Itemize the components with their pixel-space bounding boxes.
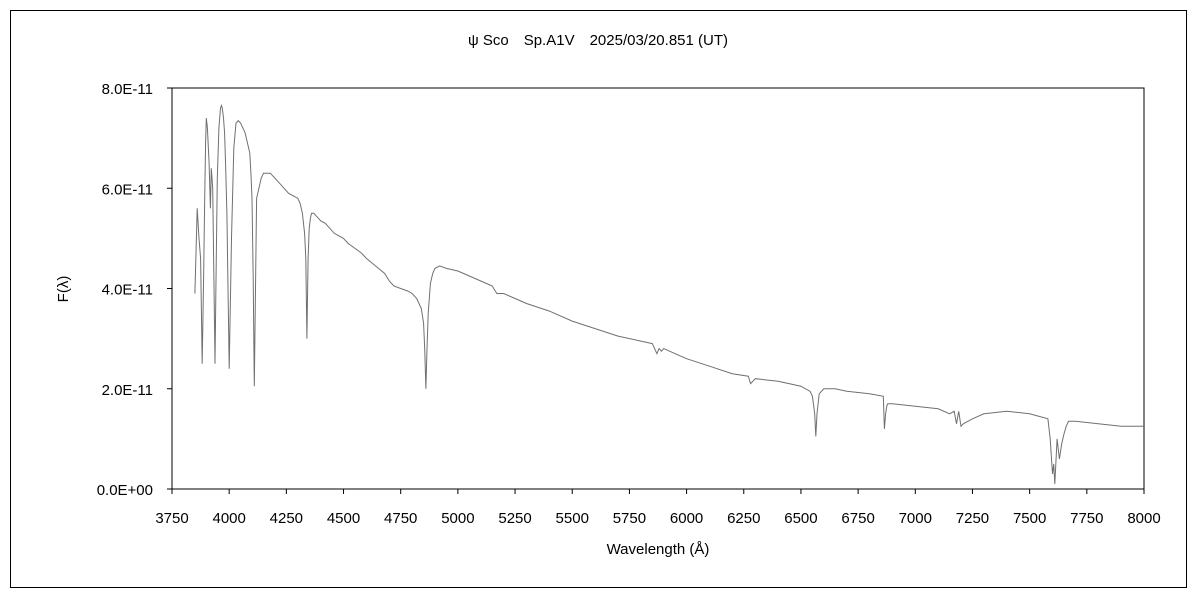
x-tick-label: 5250 <box>498 510 531 527</box>
x-tick-label: 4000 <box>212 510 245 527</box>
x-tick-label: 6250 <box>727 510 760 527</box>
chart-title: ψ Sco Sp.A1V 2025/03/20.851 (UT) <box>468 32 728 49</box>
y-tick-label: 4.0E-11 <box>102 282 153 299</box>
x-axis-ticks: 3750 4000 4250 4500 4750 5000 5250 5500 5750 6000… <box>155 489 1161 527</box>
x-tick-label: 5750 <box>613 510 646 527</box>
x-tick-label: 6000 <box>670 510 703 527</box>
plot-area <box>171 87 1145 490</box>
x-tick-label: 4250 <box>270 510 303 527</box>
x-tick-label: 6500 <box>784 510 817 527</box>
x-tick-label: 8000 <box>1127 510 1160 527</box>
x-tick-label: 5500 <box>556 510 589 527</box>
y-tick-label: 2.0E-11 <box>102 382 153 399</box>
x-tick-label: 7750 <box>1070 510 1103 527</box>
x-tick-label: 7500 <box>1013 510 1046 527</box>
spectrum-line <box>194 103 1144 485</box>
y-tick-label: 6.0E-11 <box>102 181 153 198</box>
x-axis-label: Wavelength (Å) <box>607 541 710 558</box>
y-axis-ticks: 0.0E+00 2.0E-11 4.0E-11 6.0E-11 8.0E-11 <box>97 81 172 499</box>
x-tick-label: 3750 <box>155 510 188 527</box>
x-tick-label: 5000 <box>441 510 474 527</box>
y-tick-label: 0.0E+00 <box>97 482 153 499</box>
x-tick-label: 7000 <box>899 510 932 527</box>
x-tick-label: 4750 <box>384 510 417 527</box>
x-tick-label: 4500 <box>327 510 360 527</box>
x-tick-label: 7250 <box>956 510 989 527</box>
x-tick-label: 6750 <box>841 510 874 527</box>
chart-frame <box>10 10 1187 588</box>
y-tick-label: 8.0E-11 <box>102 81 153 98</box>
y-axis-label: F(λ) <box>55 276 72 303</box>
